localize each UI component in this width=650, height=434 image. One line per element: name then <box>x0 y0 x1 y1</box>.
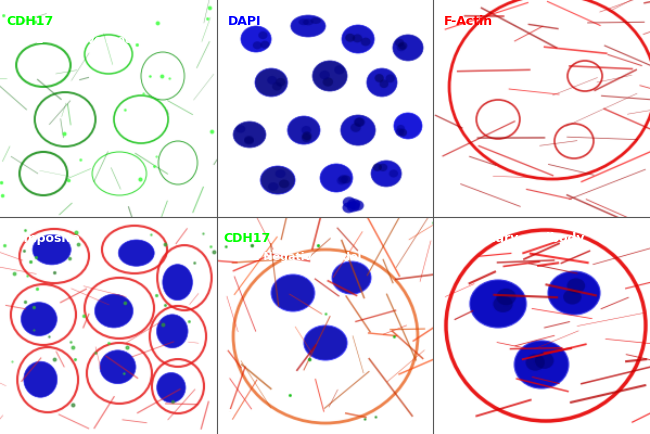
Text: No Primary antibody: No Primary antibody <box>440 232 584 245</box>
Text: e: e <box>223 406 233 421</box>
Text: f: f <box>440 406 447 421</box>
Text: b: b <box>223 189 234 204</box>
Text: CDH17: CDH17 <box>223 232 270 245</box>
Text: CDH17: CDH17 <box>6 15 54 28</box>
Text: A-431 Negative model: A-431 Negative model <box>223 252 361 262</box>
Text: F-Actin: F-Actin <box>444 15 493 28</box>
Text: Composite: Composite <box>6 232 81 245</box>
Text: Caco2- Positive model: Caco2- Positive model <box>6 35 144 45</box>
Text: a: a <box>6 189 17 204</box>
Text: DAPI: DAPI <box>227 15 261 28</box>
Text: d: d <box>6 406 18 421</box>
Text: c: c <box>440 189 449 204</box>
